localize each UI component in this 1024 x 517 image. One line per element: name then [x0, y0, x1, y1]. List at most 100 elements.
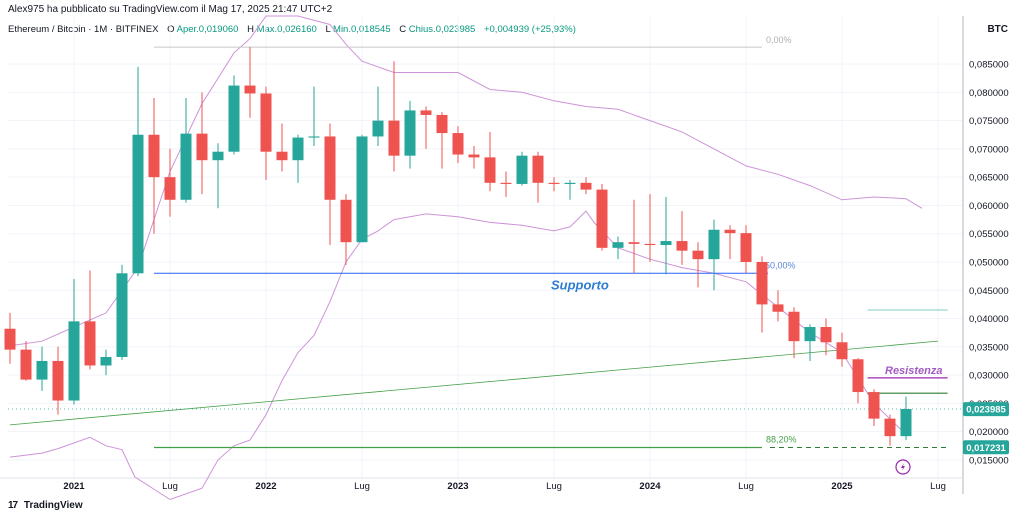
candle-body: [788, 311, 800, 342]
candle-down: [628, 199, 640, 274]
candle-down: [276, 123, 288, 172]
candle-down: [324, 123, 336, 246]
y-tick-label: 0,080000: [969, 88, 1009, 99]
candle-down: [340, 194, 352, 265]
candle-body: [596, 189, 608, 248]
candle-body: [532, 155, 544, 183]
candle-body: [692, 250, 704, 260]
candle-body: [132, 134, 144, 274]
support-label: Supporto: [551, 277, 609, 292]
candle-up: [564, 179, 576, 200]
candle-body: [388, 120, 400, 156]
candle-body: [900, 409, 912, 437]
candle-up: [116, 264, 128, 360]
price-label-box: [963, 440, 1009, 455]
candle-down: [500, 171, 512, 197]
candle-body: [804, 327, 816, 342]
candle-body: [84, 321, 96, 366]
candle-body: [100, 356, 112, 366]
candle-down: [436, 112, 448, 169]
candle-up: [68, 278, 80, 405]
candle-down: [868, 389, 880, 426]
y-tick-label: 0,015000: [969, 455, 1009, 466]
candle-body: [276, 151, 288, 161]
candle-up: [212, 143, 224, 209]
candle-body: [20, 349, 32, 380]
candle-down: [772, 290, 784, 322]
open-value: Aper.0,019060: [176, 24, 239, 35]
candle-body: [580, 182, 592, 190]
candle-down: [548, 177, 560, 192]
candle-up: [292, 134, 304, 183]
candle-body: [564, 182, 576, 184]
candle-down: [756, 256, 768, 333]
x-tick-label: Lug: [930, 481, 946, 492]
change-value: +0,004939 (+25,93%): [483, 24, 576, 35]
candle-body: [420, 110, 432, 115]
candle-body: [356, 136, 368, 243]
candle-body: [212, 151, 224, 161]
tradingview-brand[interactable]: 17 TradingView: [8, 500, 83, 511]
candle-body: [244, 85, 256, 94]
candle-down: [148, 97, 160, 234]
y-tick-label: 0,070000: [969, 144, 1009, 155]
candle-up: [180, 97, 192, 203]
candle-body: [660, 241, 672, 246]
y-tick-label: 0,045000: [969, 286, 1009, 297]
close-value: Chius.0,023985: [408, 24, 476, 35]
fib-mid-label: 50,00%: [765, 260, 796, 270]
candle-down: [4, 312, 16, 364]
candle-body: [468, 154, 480, 158]
candle-down: [596, 183, 608, 251]
candle-up: [228, 75, 240, 155]
candle-body: [324, 136, 336, 200]
x-tick-label: Lug: [354, 481, 370, 492]
candle-body: [452, 133, 464, 155]
candle-down: [52, 346, 64, 415]
x-tick-label: 2023: [447, 481, 468, 492]
candle-down: [484, 131, 496, 192]
candle-down: [468, 146, 480, 169]
candle-down: [20, 341, 32, 381]
candle-down: [388, 61, 400, 172]
candle-down: [260, 86, 272, 180]
candle-down: [532, 151, 544, 203]
candle-body: [820, 327, 832, 343]
candle-body: [148, 134, 160, 178]
close-key: C: [399, 24, 407, 35]
candle-up: [372, 86, 384, 147]
symbol-label[interactable]: Ethereum / Bitcoin · 1M · BITFINEX: [8, 24, 159, 35]
candle-body: [36, 360, 48, 380]
y-tick-label: 0,020000: [969, 427, 1009, 438]
candle-body: [548, 182, 560, 184]
publish-info: Alex975 ha pubblicato su TradingView.com…: [8, 4, 333, 15]
candle-down: [836, 332, 848, 367]
candle-body: [516, 155, 528, 184]
candle-up: [36, 346, 48, 391]
trendline: [9, 340, 939, 426]
candle-body: [724, 229, 736, 234]
candle-body: [4, 328, 16, 350]
high-value: Max.0,026160: [256, 24, 317, 35]
candle-body: [708, 229, 720, 260]
candle-body: [180, 133, 192, 200]
fib-top-label: 0,00%: [766, 35, 792, 45]
candle-body: [628, 242, 640, 244]
candle-body: [484, 157, 496, 183]
candle-up: [356, 134, 368, 243]
candle-body: [852, 359, 864, 393]
candle-up: [660, 196, 672, 275]
tradingview-logo-icon: 17: [8, 500, 18, 511]
candle-down: [84, 270, 96, 370]
x-tick-label: 2025: [831, 481, 853, 492]
candle-down: [580, 177, 592, 195]
candle-down: [740, 225, 752, 274]
candle-body: [372, 120, 384, 137]
candle-down: [244, 47, 256, 118]
candle-up: [100, 349, 112, 376]
price-label-text: 0,017231: [966, 443, 1006, 454]
candle-body: [836, 342, 848, 360]
candle-down: [676, 211, 688, 265]
y-tick-label: 0,060000: [969, 201, 1009, 212]
